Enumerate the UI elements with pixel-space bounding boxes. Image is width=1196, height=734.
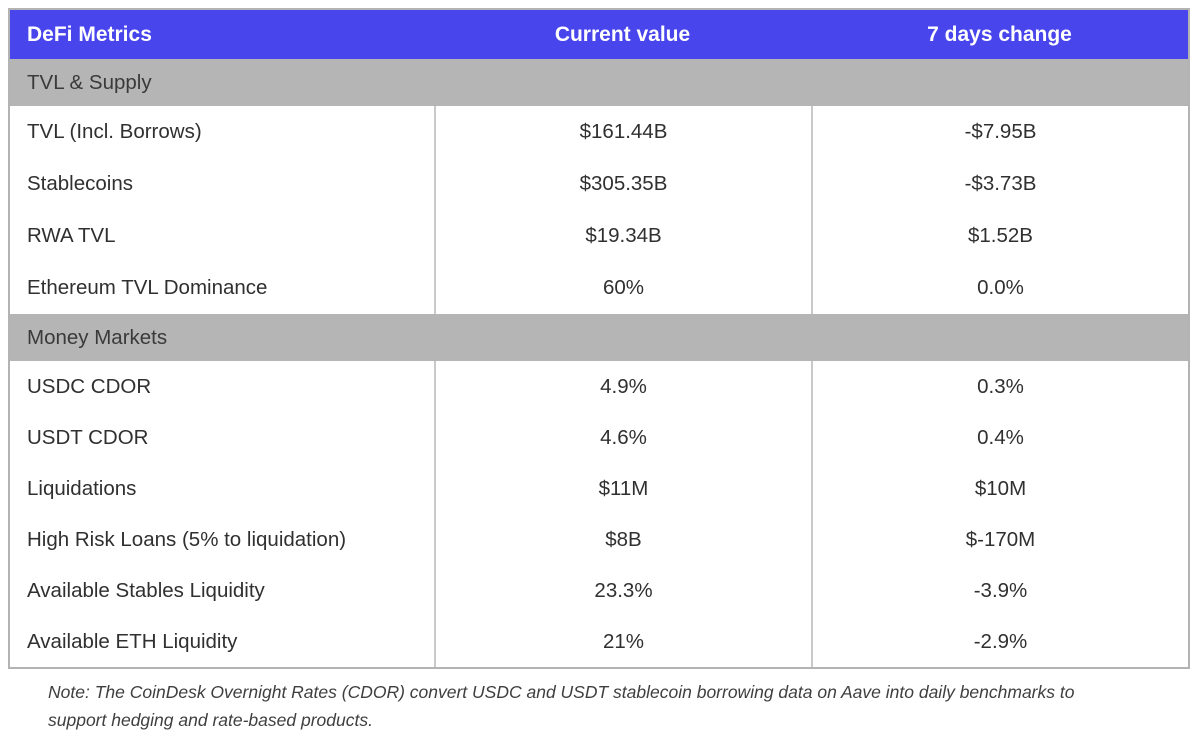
row-label: TVL (Incl. Borrows) — [27, 120, 202, 143]
row-label: RWA TVL — [27, 224, 116, 247]
table-row: Ethereum TVL Dominance 60% 0.0% — [10, 262, 1188, 314]
section-header-money-markets: Money Markets — [10, 314, 1188, 361]
defi-metrics-table: DeFi Metrics Current value 7 days change… — [8, 8, 1190, 669]
row-label: Ethereum TVL Dominance — [27, 276, 268, 299]
section-title: TVL & Supply — [27, 70, 152, 94]
row-change-value: 0.3% — [811, 361, 1188, 412]
section-title: Money Markets — [27, 325, 168, 349]
table-row: Liquidations $11M $10M — [10, 463, 1188, 514]
row-label: Available Stables Liquidity — [27, 578, 265, 602]
money-markets-rows: USDC CDOR 4.9% 0.3% USDT CDOR 4.6% 0.4% … — [10, 361, 1188, 667]
row-label: Stablecoins — [27, 172, 133, 195]
row-change-value: $10M — [811, 463, 1188, 514]
section-header-tvl-supply: TVL & Supply — [10, 59, 1188, 106]
table-row: Stablecoins $305.35B -$3.73B — [10, 158, 1188, 210]
row-label: Liquidations — [27, 476, 137, 500]
footnote: Note: The CoinDesk Overnight Rates (CDOR… — [48, 682, 1075, 730]
row-current-value: 4.6% — [434, 412, 811, 463]
row-current-value: 23.3% — [434, 565, 811, 616]
row-change-value: 0.4% — [811, 412, 1188, 463]
row-change-value: $-170M — [811, 514, 1188, 565]
table-row: Available ETH Liquidity 21% -2.9% — [10, 616, 1188, 667]
table-header-row: DeFi Metrics Current value 7 days change — [10, 10, 1188, 59]
row-change-value: -$7.95B — [811, 106, 1188, 158]
column-header-metric: DeFi Metrics — [27, 22, 152, 46]
row-current-value: 60% — [434, 262, 811, 314]
table-row: USDC CDOR 4.9% 0.3% — [10, 361, 1188, 412]
row-change-value: -$3.73B — [811, 158, 1188, 210]
row-current-value: 4.9% — [434, 361, 811, 412]
row-current-value: $161.44B — [434, 106, 811, 158]
row-label: Available ETH Liquidity — [27, 629, 238, 653]
table-row: High Risk Loans (5% to liquidation) $8B … — [10, 514, 1188, 565]
row-current-value: $8B — [434, 514, 811, 565]
row-label: High Risk Loans (5% to liquidation) — [27, 527, 347, 551]
column-header-7d-change: 7 days change — [927, 22, 1072, 46]
row-current-value: $11M — [434, 463, 811, 514]
column-header-current-value: Current value — [554, 22, 691, 46]
row-change-value: 0.0% — [811, 262, 1188, 314]
table-row: RWA TVL $19.34B $1.52B — [10, 210, 1188, 262]
row-change-value: $1.52B — [811, 210, 1188, 262]
table-row: USDT CDOR 4.6% 0.4% — [10, 412, 1188, 463]
table-row: Available Stables Liquidity 23.3% -3.9% — [10, 565, 1188, 616]
row-label: USDT CDOR — [27, 425, 149, 449]
row-current-value: $19.34B — [434, 210, 811, 262]
row-label: USDC CDOR — [27, 374, 152, 398]
row-change-value: -3.9% — [811, 565, 1188, 616]
row-current-value: $305.35B — [434, 158, 811, 210]
table-row: TVL (Incl. Borrows) $161.44B -$7.95B — [10, 106, 1188, 158]
row-current-value: 21% — [434, 616, 811, 667]
row-change-value: -2.9% — [811, 616, 1188, 667]
